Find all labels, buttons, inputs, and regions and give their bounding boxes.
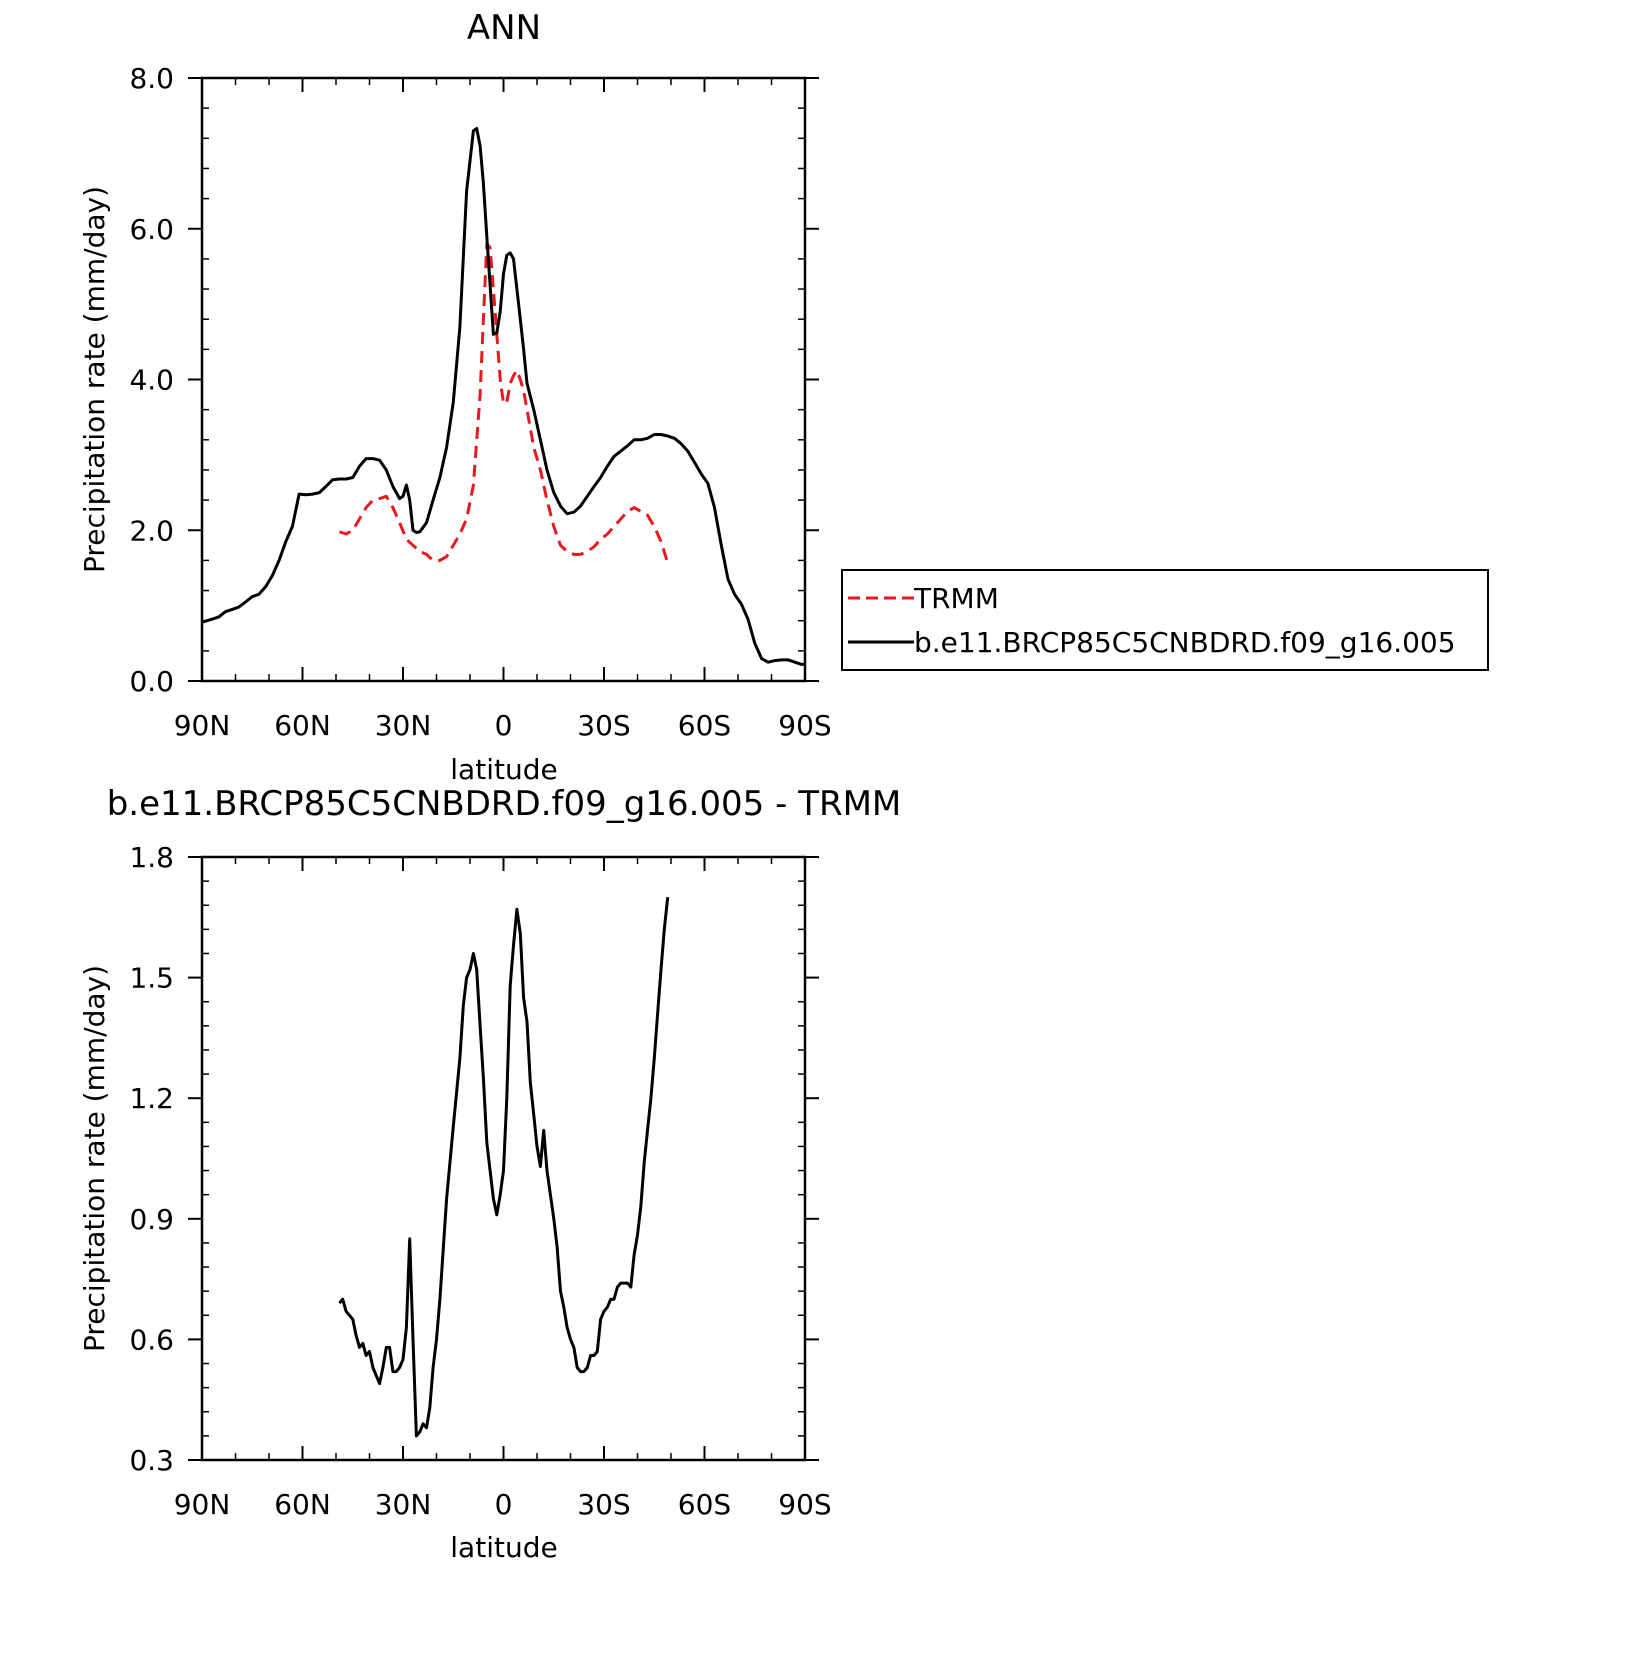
top-chart-x-axis-label: latitude xyxy=(450,753,557,786)
bottom-x-tick-label: 30N xyxy=(375,1488,432,1521)
bottom-x-tick-label: 30S xyxy=(577,1488,630,1521)
top-x-tick-label: 60S xyxy=(678,709,731,742)
top-chart-title: ANN xyxy=(467,8,541,48)
top-chart-ticks: 90N 60N 30N 0 30S 60S 90S 0.0 2.0 4.0 6.0 8.0 xyxy=(129,62,831,742)
bottom-x-tick-label: 90N xyxy=(174,1488,231,1521)
top-x-tick-label: 30N xyxy=(375,709,432,742)
top-y-tick-label: 0.0 xyxy=(129,665,174,698)
bottom-x-tick-label: 90S xyxy=(778,1488,831,1521)
top-x-tick-label: 30S xyxy=(577,709,630,742)
top-series-line-trmm xyxy=(338,242,670,564)
bottom-chart-x-axis-label: latitude xyxy=(450,1531,557,1564)
bottom-y-tick-label: 1.5 xyxy=(129,962,174,995)
top-x-tick-label: 0 xyxy=(495,709,513,742)
top-chart: ANN 90N 60N 30N 0 30S 60S 90S 0.0 2.0 4.0 6.0 8.0 l… xyxy=(78,8,832,786)
top-y-tick-label: 4.0 xyxy=(129,364,174,397)
bottom-chart-ticks: 90N 60N 30N 0 30S 60S 90S 0.3 0.6 0.9 1.2 1.5 1.8 xyxy=(129,841,831,1521)
top-y-tick-label: 2.0 xyxy=(129,514,174,547)
top-x-tick-label: 90S xyxy=(778,709,831,742)
legend: TRMM b.e11.BRCP85C5CNBDRD.f09_g16.005 xyxy=(841,569,1489,671)
top-chart-frame xyxy=(200,76,807,683)
top-series-line-model xyxy=(201,127,805,666)
bottom-x-tick-label: 60S xyxy=(678,1488,731,1521)
bottom-chart-lines xyxy=(338,897,670,1438)
bottom-y-tick-label: 0.9 xyxy=(129,1203,174,1236)
bottom-chart-frame xyxy=(200,855,807,1462)
bottom-series-line-model xyxy=(338,897,670,1438)
top-chart-y-axis-label: Precipitation rate (mm/day) xyxy=(78,186,111,573)
legend-label-model: b.e11.BRCP85C5CNBDRD.f09_g16.005 xyxy=(914,626,1456,659)
bottom-x-tick-label: 60N xyxy=(274,1488,331,1521)
top-y-tick-label: 6.0 xyxy=(129,213,174,246)
bottom-y-tick-label: 1.2 xyxy=(129,1082,174,1115)
bottom-chart-y-axis-label: Precipitation rate (mm/day) xyxy=(78,965,111,1352)
top-x-tick-label: 60N xyxy=(274,709,331,742)
bottom-y-tick-label: 0.6 xyxy=(129,1323,174,1356)
bottom-x-tick-label: 0 xyxy=(495,1488,513,1521)
legend-box xyxy=(841,569,1489,671)
bottom-chart: b.e11.BRCP85C5CNBDRD.f09_g16.005 - TRMM … xyxy=(78,784,901,1564)
bottom-y-tick-label: 0.3 xyxy=(129,1444,174,1477)
top-x-tick-label: 90N xyxy=(174,709,231,742)
top-chart-lines xyxy=(201,127,805,666)
top-y-tick-label: 8.0 xyxy=(129,62,174,95)
bottom-chart-title: b.e11.BRCP85C5CNBDRD.f09_g16.005 - TRMM xyxy=(107,784,902,824)
bottom-y-tick-label: 1.8 xyxy=(129,841,174,874)
legend-label-trmm: TRMM xyxy=(913,582,999,615)
